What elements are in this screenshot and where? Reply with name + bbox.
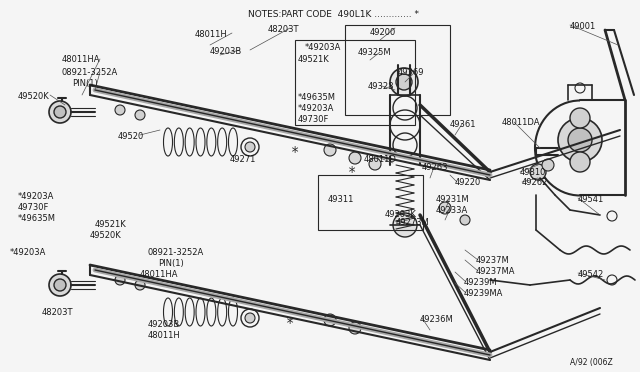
Text: 49203K: 49203K bbox=[385, 210, 417, 219]
Text: 48011DA: 48011DA bbox=[502, 118, 541, 127]
Text: 49542: 49542 bbox=[578, 270, 604, 279]
Circle shape bbox=[439, 202, 451, 214]
Text: 49361: 49361 bbox=[450, 120, 477, 129]
Text: 48011H: 48011H bbox=[195, 30, 228, 39]
Text: 49369: 49369 bbox=[398, 68, 424, 77]
Circle shape bbox=[54, 106, 66, 118]
Text: *: * bbox=[348, 165, 356, 179]
Text: 48011HA: 48011HA bbox=[140, 270, 179, 279]
Text: 49520: 49520 bbox=[118, 132, 144, 141]
Circle shape bbox=[393, 213, 417, 237]
Text: 48011HA: 48011HA bbox=[62, 55, 100, 64]
Circle shape bbox=[530, 164, 546, 180]
Circle shape bbox=[135, 280, 145, 290]
Text: 08921-3252A: 08921-3252A bbox=[148, 248, 204, 257]
Text: 49730F: 49730F bbox=[18, 203, 49, 212]
Circle shape bbox=[135, 110, 145, 120]
Text: 48203T: 48203T bbox=[42, 308, 74, 317]
Text: 49203B: 49203B bbox=[148, 320, 180, 329]
Circle shape bbox=[460, 215, 470, 225]
Circle shape bbox=[349, 152, 361, 164]
Circle shape bbox=[349, 322, 361, 334]
Text: 49001: 49001 bbox=[570, 22, 596, 31]
Text: NOTES:PART CODE  490L1K ............. *: NOTES:PART CODE 490L1K ............. * bbox=[248, 10, 419, 19]
Circle shape bbox=[115, 105, 125, 115]
Text: *49203A: *49203A bbox=[298, 104, 334, 113]
Text: 49520K: 49520K bbox=[90, 231, 122, 240]
Circle shape bbox=[245, 142, 255, 152]
Text: 49239M: 49239M bbox=[464, 278, 498, 287]
Text: 48011D: 48011D bbox=[364, 155, 397, 164]
Text: 49203B: 49203B bbox=[210, 47, 243, 56]
Text: 49262: 49262 bbox=[522, 178, 548, 187]
Circle shape bbox=[570, 108, 590, 128]
Text: PIN(1): PIN(1) bbox=[72, 79, 98, 88]
Circle shape bbox=[115, 275, 125, 285]
Text: 49541: 49541 bbox=[578, 195, 604, 204]
Circle shape bbox=[542, 159, 554, 171]
Text: A/92 (006Z: A/92 (006Z bbox=[570, 358, 612, 367]
Text: 49521K: 49521K bbox=[298, 55, 330, 64]
Text: 49328: 49328 bbox=[368, 82, 394, 91]
Text: 49520K: 49520K bbox=[18, 92, 50, 101]
Text: *: * bbox=[286, 316, 294, 330]
Circle shape bbox=[390, 68, 418, 96]
Text: 49311: 49311 bbox=[328, 195, 355, 204]
Text: 49273M: 49273M bbox=[396, 218, 429, 227]
Text: 49233A: 49233A bbox=[436, 206, 468, 215]
Bar bbox=[318, 175, 423, 230]
Text: 48011H: 48011H bbox=[148, 331, 180, 340]
Text: *49203A: *49203A bbox=[10, 248, 46, 257]
Text: 49231M: 49231M bbox=[436, 195, 470, 204]
Text: 49236M: 49236M bbox=[420, 315, 454, 324]
Text: 48203T: 48203T bbox=[268, 25, 300, 34]
Text: *49635M: *49635M bbox=[18, 214, 56, 223]
Text: *49203A: *49203A bbox=[305, 43, 341, 52]
Circle shape bbox=[558, 118, 602, 162]
Bar bbox=[345, 25, 450, 115]
Bar bbox=[295, 40, 415, 125]
Text: 49200: 49200 bbox=[370, 28, 396, 37]
Text: 49325M: 49325M bbox=[358, 48, 392, 57]
Text: 49263: 49263 bbox=[422, 163, 449, 172]
Text: 49810: 49810 bbox=[520, 168, 547, 177]
Text: 49730F: 49730F bbox=[298, 115, 330, 124]
Text: 49271: 49271 bbox=[230, 155, 257, 164]
Text: *49635M: *49635M bbox=[298, 93, 336, 102]
Circle shape bbox=[54, 279, 66, 291]
Text: 08921-3252A: 08921-3252A bbox=[62, 68, 118, 77]
Text: *: * bbox=[291, 145, 299, 159]
Circle shape bbox=[49, 101, 71, 123]
Circle shape bbox=[369, 158, 381, 170]
Text: 49239MA: 49239MA bbox=[464, 289, 504, 298]
Circle shape bbox=[396, 74, 412, 90]
Text: PIN(1): PIN(1) bbox=[158, 259, 184, 268]
Text: 49237MA: 49237MA bbox=[476, 267, 515, 276]
Text: 49521K: 49521K bbox=[95, 220, 127, 229]
Circle shape bbox=[570, 152, 590, 172]
Text: *49203A: *49203A bbox=[18, 192, 54, 201]
Circle shape bbox=[245, 313, 255, 323]
Text: 49220: 49220 bbox=[455, 178, 481, 187]
Circle shape bbox=[324, 144, 336, 156]
Circle shape bbox=[49, 274, 71, 296]
Circle shape bbox=[568, 128, 592, 152]
Text: 49237M: 49237M bbox=[476, 256, 509, 265]
Circle shape bbox=[324, 314, 336, 326]
